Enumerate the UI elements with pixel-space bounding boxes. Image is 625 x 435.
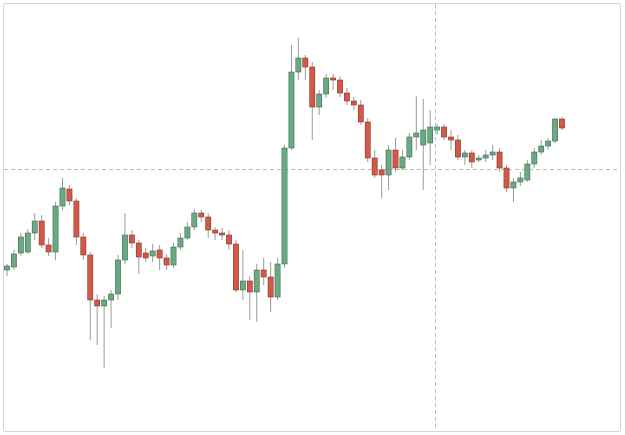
candle-body: [475, 157, 482, 161]
candle-body: [468, 152, 475, 163]
candle-body: [246, 280, 253, 293]
candle-body: [31, 220, 38, 234]
candle-body: [413, 132, 420, 138]
candles: [4, 38, 565, 368]
candle-body: [219, 232, 225, 236]
candle-body: [52, 205, 59, 253]
candle-body: [371, 157, 378, 176]
candle-body: [17, 236, 24, 254]
candle-body: [510, 181, 517, 189]
candle-body: [281, 147, 288, 265]
candle-body: [350, 100, 357, 106]
candle-body: [163, 257, 170, 266]
candle-body: [309, 66, 316, 108]
candle-body: [4, 265, 10, 271]
candle-body: [503, 167, 510, 189]
candle-body: [274, 263, 281, 298]
candle-body: [392, 149, 399, 169]
candle-body: [357, 104, 364, 123]
candle-body: [101, 299, 108, 307]
candle-body: [11, 253, 17, 268]
candle-body: [142, 252, 149, 259]
candle-body: [45, 244, 52, 253]
candle-body: [496, 151, 503, 169]
candle-body: [455, 139, 461, 158]
candle-body: [66, 188, 73, 202]
candle-body: [149, 250, 156, 257]
candle-body: [434, 126, 441, 131]
candle-body: [538, 145, 545, 153]
candle-body: [420, 129, 427, 146]
candle-body: [517, 177, 524, 183]
candle-body: [295, 57, 302, 73]
candle-body: [253, 269, 260, 293]
candle-body: [260, 269, 267, 278]
candle-body: [482, 154, 489, 159]
candle-body: [337, 79, 343, 94]
candle-body: [461, 152, 468, 158]
candle-body: [233, 243, 239, 291]
candle-body: [302, 57, 309, 68]
candle-body: [406, 136, 413, 158]
candle-body: [191, 212, 198, 228]
candle-body: [198, 212, 205, 218]
candle-body: [128, 234, 135, 244]
candle-body: [205, 216, 212, 231]
candle-body: [531, 151, 538, 165]
candle-body: [364, 121, 371, 159]
candle-body: [545, 140, 552, 147]
candle-body: [115, 259, 121, 295]
candle-body: [399, 156, 406, 169]
candle-body: [184, 226, 191, 239]
candle-body: [524, 163, 531, 181]
candle-body: [135, 242, 142, 258]
candle-body: [156, 249, 163, 259]
candle-body: [177, 237, 184, 248]
candle-body: [385, 149, 392, 176]
candle-body: [122, 234, 128, 261]
candle-body: [316, 93, 323, 108]
candle-body: [80, 236, 87, 256]
plot-frame: [3, 3, 621, 432]
candle-body: [552, 118, 558, 142]
candle-body: [87, 254, 94, 301]
candle-body: [559, 118, 565, 129]
candle-body: [73, 200, 80, 238]
candle-body: [441, 126, 447, 138]
candle-body: [226, 234, 232, 245]
candle-body: [94, 299, 101, 307]
candle-body: [323, 77, 330, 95]
candle-body: [489, 151, 496, 156]
candle-body: [108, 293, 114, 301]
candle-body: [59, 187, 66, 207]
candle-body: [170, 246, 177, 266]
candle-body: [427, 126, 434, 144]
candle-body: [288, 71, 295, 149]
candle-body: [448, 136, 454, 141]
candle-body: [24, 232, 31, 253]
candle-body: [330, 77, 336, 81]
candle-body: [344, 92, 350, 102]
candle-body: [378, 169, 385, 176]
candle-body: [38, 220, 45, 246]
candle-body: [212, 229, 219, 234]
candle-body: [267, 276, 274, 298]
candle-body: [239, 280, 246, 291]
